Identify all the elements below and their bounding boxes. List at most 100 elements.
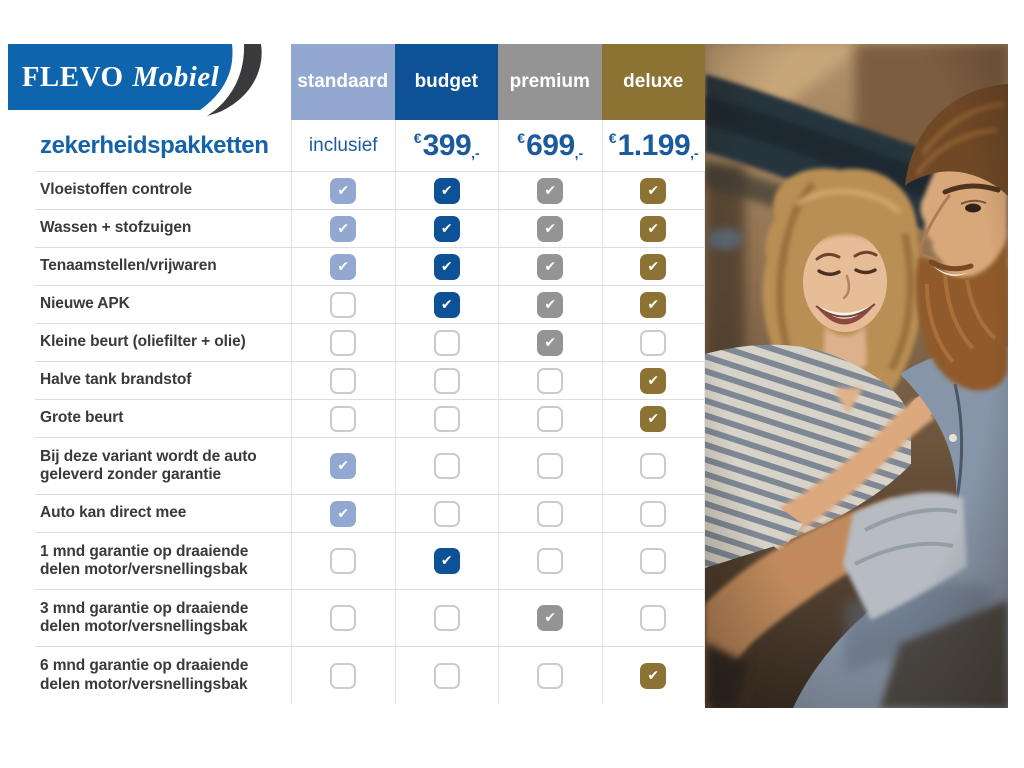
check-cell-deluxe: ✔ — [601, 400, 705, 438]
check-cell-premium: ✔ — [498, 286, 602, 324]
checked-checkbox-budget[interactable]: ✔ — [433, 548, 460, 574]
brand-logo: FLEVO Mobiel — [8, 44, 268, 116]
check-cell-premium: ✔ — [498, 324, 602, 362]
package-header-label: budget — [414, 71, 478, 92]
price-budget: €399 ,- — [394, 120, 498, 172]
unchecked-checkbox-deluxe[interactable] — [640, 453, 667, 479]
checked-checkbox-deluxe[interactable]: ✔ — [640, 291, 667, 318]
feature-label-text: Wassen + stofzuigen — [40, 219, 192, 237]
feature-label: Halve tank brandstof — [35, 362, 291, 400]
checked-checkbox-standaard[interactable]: ✔ — [330, 500, 357, 527]
check-cell-budget — [394, 438, 498, 495]
checked-checkbox-standaard[interactable]: ✔ — [330, 177, 357, 204]
unchecked-checkbox-budget[interactable] — [433, 500, 460, 527]
package-header-budget: budget — [394, 44, 498, 120]
price-standaard: inclusief — [291, 120, 395, 172]
unchecked-checkbox-standaard[interactable] — [330, 662, 357, 689]
unchecked-checkbox-standaard[interactable] — [330, 405, 357, 432]
unchecked-checkbox-standaard[interactable] — [330, 329, 357, 356]
check-cell-standaard: ✔ — [291, 438, 395, 495]
feature-label: 6 mnd garantie op draaiende delen motor/… — [35, 647, 291, 704]
check-cell-standaard — [291, 647, 395, 704]
feature-label-text: Halve tank brandstof — [40, 371, 192, 389]
unchecked-checkbox-deluxe[interactable] — [640, 605, 667, 631]
check-cell-premium — [498, 438, 602, 495]
feature-label-text: Bij deze variant wordt de auto geleverd … — [40, 447, 257, 483]
unchecked-checkbox-premium[interactable] — [537, 367, 564, 394]
unchecked-checkbox-premium[interactable] — [537, 548, 564, 574]
price-suffix: ,- — [471, 144, 480, 161]
checked-checkbox-deluxe[interactable]: ✔ — [640, 253, 667, 280]
price-deluxe: €1.199 ,- — [601, 120, 705, 172]
unchecked-checkbox-standaard[interactable] — [330, 605, 357, 631]
unchecked-checkbox-standaard[interactable] — [330, 548, 357, 574]
checked-checkbox-premium[interactable]: ✔ — [537, 177, 564, 204]
unchecked-checkbox-budget[interactable] — [433, 329, 460, 356]
checked-checkbox-premium[interactable]: ✔ — [537, 329, 564, 356]
unchecked-checkbox-deluxe[interactable] — [640, 329, 667, 356]
check-cell-budget — [394, 324, 498, 362]
price-text: inclusief — [308, 134, 378, 156]
checked-checkbox-deluxe[interactable]: ✔ — [640, 405, 667, 432]
check-cell-deluxe — [601, 438, 705, 495]
unchecked-checkbox-premium[interactable] — [537, 453, 564, 479]
unchecked-checkbox-budget[interactable] — [433, 605, 460, 631]
checked-checkbox-deluxe[interactable]: ✔ — [640, 662, 667, 689]
table-corner-spacer — [35, 44, 291, 120]
feature-label: Tenaamstellen/vrijwaren — [35, 248, 291, 286]
checked-checkbox-standaard[interactable]: ✔ — [330, 253, 357, 280]
checked-checkbox-deluxe[interactable]: ✔ — [640, 367, 667, 394]
feature-label-text: 3 mnd garantie op draaiende delen motor/… — [40, 599, 249, 635]
unchecked-checkbox-budget[interactable] — [433, 453, 460, 479]
price-amount: 1.199 — [617, 128, 691, 162]
check-cell-deluxe — [601, 590, 705, 647]
checked-checkbox-budget[interactable]: ✔ — [433, 215, 460, 242]
check-cell-premium: ✔ — [498, 248, 602, 286]
feature-label-text: 1 mnd garantie op draaiende delen motor/… — [40, 542, 249, 578]
check-cell-premium — [498, 400, 602, 438]
check-cell-premium: ✔ — [498, 590, 602, 647]
checked-checkbox-premium[interactable]: ✔ — [537, 605, 564, 631]
check-cell-budget: ✔ — [394, 210, 498, 248]
price-premium: €699 ,- — [498, 120, 602, 172]
check-cell-budget: ✔ — [394, 286, 498, 324]
unchecked-checkbox-budget[interactable] — [433, 367, 460, 394]
check-cell-standaard — [291, 400, 395, 438]
checked-checkbox-premium[interactable]: ✔ — [537, 215, 564, 242]
unchecked-checkbox-deluxe[interactable] — [640, 548, 667, 574]
check-cell-standaard — [291, 590, 395, 647]
checked-checkbox-budget[interactable]: ✔ — [433, 253, 460, 280]
price-amount: 699 — [526, 128, 575, 162]
checked-checkbox-deluxe[interactable]: ✔ — [640, 177, 667, 204]
checked-checkbox-premium[interactable]: ✔ — [537, 253, 564, 280]
checked-checkbox-deluxe[interactable]: ✔ — [640, 215, 667, 242]
check-cell-standaard: ✔ — [291, 210, 395, 248]
logo-swoosh-graphic — [8, 44, 262, 116]
feature-label-text: Vloeistoffen controle — [40, 181, 193, 199]
unchecked-checkbox-budget[interactable] — [433, 662, 460, 689]
unchecked-checkbox-premium[interactable] — [537, 405, 564, 432]
unchecked-checkbox-deluxe[interactable] — [640, 500, 667, 527]
unchecked-checkbox-premium[interactable] — [537, 662, 564, 689]
check-cell-premium — [498, 362, 602, 400]
checked-checkbox-standaard[interactable]: ✔ — [330, 215, 357, 242]
check-cell-standaard — [291, 324, 395, 362]
check-cell-deluxe: ✔ — [601, 172, 705, 210]
package-header-label: deluxe — [623, 71, 684, 92]
check-cell-budget — [394, 647, 499, 704]
brand-name-primary: FLEVO — [21, 60, 124, 93]
checked-checkbox-premium[interactable]: ✔ — [537, 291, 564, 318]
feature-label-text: 6 mnd garantie op draaiende delen motor/… — [40, 657, 249, 693]
unchecked-checkbox-budget[interactable] — [433, 405, 460, 432]
currency-symbol: € — [517, 129, 526, 146]
package-header-label: standaard — [297, 71, 389, 92]
feature-label-text: Tenaamstellen/vrijwaren — [40, 257, 217, 275]
checked-checkbox-budget[interactable]: ✔ — [433, 177, 460, 204]
checked-checkbox-standaard[interactable]: ✔ — [330, 453, 357, 479]
unchecked-checkbox-standaard[interactable] — [330, 291, 357, 318]
unchecked-checkbox-standaard[interactable] — [330, 367, 357, 394]
check-cell-standaard: ✔ — [291, 248, 395, 286]
checked-checkbox-budget[interactable]: ✔ — [433, 291, 460, 318]
feature-label: Nieuwe APK — [35, 286, 291, 324]
unchecked-checkbox-premium[interactable] — [537, 500, 564, 527]
